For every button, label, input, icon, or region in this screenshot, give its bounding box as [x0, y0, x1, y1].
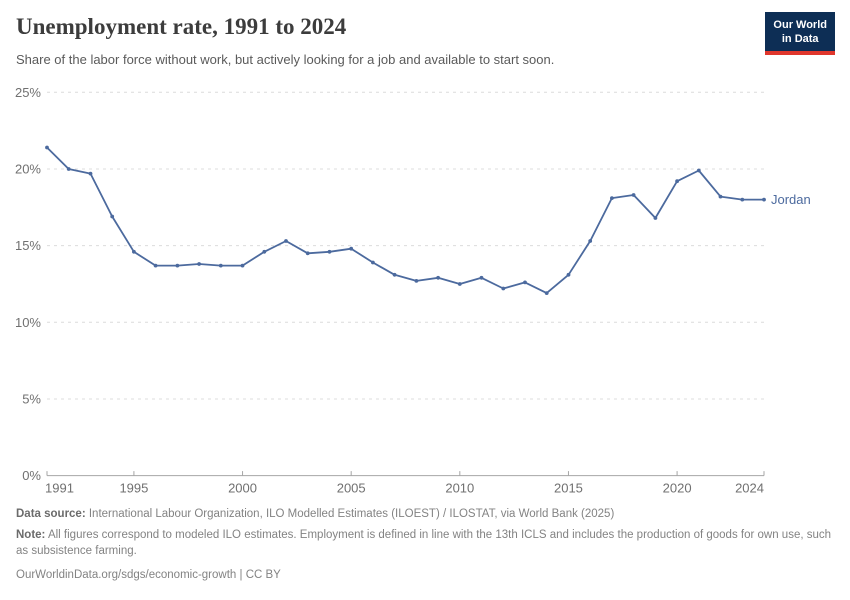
citation-line: OurWorldinData.org/sdgs/economic-growth …	[16, 568, 834, 583]
data-point	[588, 239, 593, 243]
data-point	[718, 194, 723, 199]
data-point	[610, 196, 614, 200]
data-point	[479, 275, 484, 280]
data-point	[132, 249, 136, 254]
data-point	[436, 275, 440, 280]
data-point	[218, 263, 223, 268]
y-axis-tick-label: 15%	[15, 238, 41, 253]
data-point	[197, 262, 202, 266]
note-line: Note: All figures correspond to modeled …	[16, 528, 834, 559]
citation-url: OurWorldinData.org/sdgs/economic-growth	[16, 568, 237, 581]
citation-license: CC BY	[245, 568, 281, 581]
data-point	[284, 239, 288, 243]
x-axis-tick-label: 2010	[445, 481, 474, 496]
data-point	[305, 251, 310, 256]
page-title: Unemployment rate, 1991 to 2024	[16, 14, 347, 39]
data-point	[349, 246, 354, 251]
data-point	[240, 263, 245, 268]
data-point	[523, 280, 527, 285]
data-source-text: International Labour Organization, ILO M…	[85, 508, 615, 520]
data-point	[414, 279, 419, 283]
data-point	[66, 167, 71, 171]
data-point	[45, 145, 49, 150]
y-axis-tick-label: 20%	[15, 161, 41, 176]
y-axis-tick-label: 0%	[22, 468, 41, 483]
data-point	[175, 263, 180, 268]
data-source-label: Data source:	[16, 508, 86, 520]
data-point	[762, 197, 766, 202]
y-axis-tick-label: 5%	[22, 391, 41, 406]
x-axis-tick-label: 2024	[735, 481, 764, 496]
data-point	[631, 193, 636, 197]
data-point	[327, 249, 332, 254]
data-point	[566, 272, 571, 277]
data-point	[262, 249, 267, 254]
data-point	[457, 282, 462, 286]
data-point	[392, 272, 397, 277]
owid-logo: Our World in Data	[765, 12, 835, 55]
x-axis-tick-label: 2015	[554, 481, 583, 496]
data-point	[110, 214, 115, 219]
series-end-label: Jordan	[771, 192, 811, 207]
data-point	[696, 168, 701, 173]
x-axis-tick-label: 2020	[663, 481, 692, 496]
x-axis-tick-label: 2000	[228, 481, 257, 496]
data-line-jordan	[46, 146, 765, 294]
chart-subtitle: Share of the labor force without work, b…	[16, 52, 555, 67]
data-point	[88, 171, 93, 176]
x-axis-tick-label: 1995	[119, 481, 148, 496]
note-text: All figures correspond to modeled ILO es…	[16, 529, 832, 557]
owid-logo-line2: in Data	[781, 33, 819, 46]
data-point	[653, 216, 658, 220]
y-axis-tick-label: 25%	[15, 85, 41, 100]
data-point	[675, 179, 679, 184]
citation-separator: |	[236, 568, 246, 581]
y-axis-tick-label: 10%	[15, 315, 41, 330]
data-point	[371, 260, 375, 265]
data-point	[501, 286, 506, 291]
owid-logo-line1: Our World	[773, 19, 827, 31]
chart-footer: Data source: International Labour Organi…	[16, 507, 834, 583]
data-source-line: Data source: International Labour Organi…	[16, 507, 834, 522]
data-point	[544, 291, 549, 295]
x-axis-tick-label: 2005	[337, 481, 366, 496]
data-point	[153, 263, 158, 268]
x-axis-tick-label: 1991	[45, 481, 74, 496]
data-point	[740, 197, 745, 202]
line-chart: 0% 5% 10% 15% 20% 25% 1991 1995 2000 2005 2010 2015…	[15, 85, 811, 496]
note-label: Note:	[16, 529, 46, 542]
